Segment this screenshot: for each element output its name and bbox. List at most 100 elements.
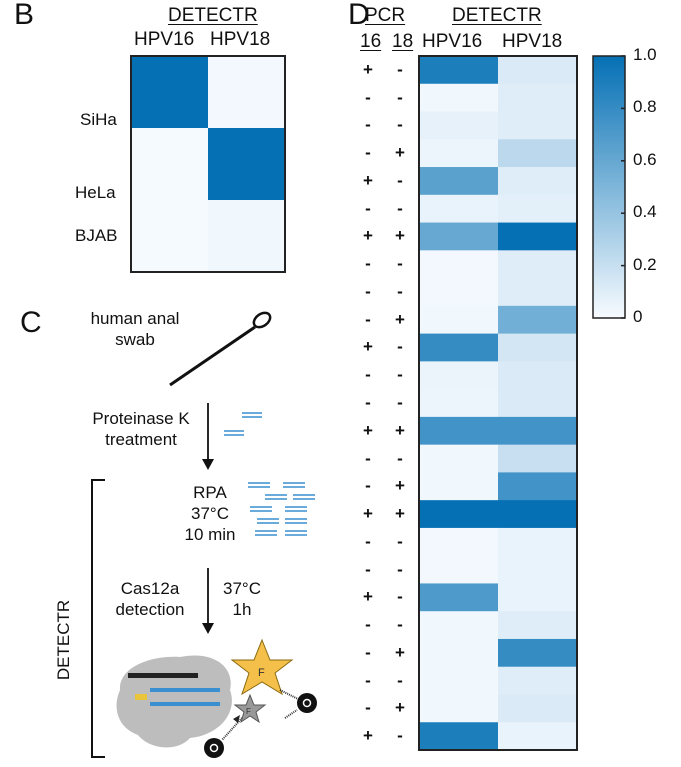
crrna-icon xyxy=(128,673,198,678)
colorbar xyxy=(592,55,626,319)
heatmap-d-cell xyxy=(498,56,578,85)
heatmap-d-cell xyxy=(498,444,578,473)
pcr-sign-18: - xyxy=(397,393,403,412)
heatmap-d-cell xyxy=(498,361,578,390)
heatmap-d-cell xyxy=(498,167,578,196)
row-label-hela: HeLa xyxy=(75,183,116,202)
pcr-sign-16: - xyxy=(365,698,371,718)
heatmap-d-cell xyxy=(498,722,578,751)
pcr-sign-18: - xyxy=(397,337,403,357)
fluorophore-label: F xyxy=(258,667,265,679)
heatmap-d-cell xyxy=(498,250,578,279)
pcr-sign-18: - xyxy=(397,115,403,135)
reporter-strand-icon xyxy=(221,717,243,741)
target-dna-icon xyxy=(150,702,220,706)
heatmap-d-cell xyxy=(419,694,499,723)
pcr-sign-18: + xyxy=(395,420,405,440)
pcr-sign-18: - xyxy=(397,365,403,385)
heatmap-d-frame xyxy=(418,55,578,751)
pcr-sign-16: - xyxy=(365,281,371,301)
pcr-sign-16: - xyxy=(365,309,371,329)
reporter-strand-icon xyxy=(284,709,298,719)
pcr-sign-16: - xyxy=(365,615,371,635)
heatmap-d-cell xyxy=(419,167,499,196)
heatmap-d-cell xyxy=(419,416,499,446)
cas12a-conditions: 37°C 1h xyxy=(223,579,261,619)
heatmap-d-cell xyxy=(419,139,499,168)
pcr-sign-16: - xyxy=(365,254,371,274)
pcr-sign-16: - xyxy=(365,670,371,690)
heatmap-d-cell xyxy=(498,194,578,224)
pcr-sign-18: + xyxy=(395,698,405,718)
fluorophore-star-icon xyxy=(230,638,294,696)
heatmap-b-cell-bjab-hpv16 xyxy=(131,200,208,272)
pcr-sign-18: - xyxy=(397,531,403,551)
panel-d-col-hpv16: HPV16 xyxy=(422,31,483,52)
heatmap-d-cell xyxy=(498,333,578,362)
pcr-sign-18: - xyxy=(397,670,403,690)
panel-label-b: B xyxy=(14,0,35,31)
heatmap-d-cell xyxy=(419,333,499,362)
detectr-bracket xyxy=(91,479,105,758)
fluorophore-label: F xyxy=(246,707,251,716)
pcr-sign-18: + xyxy=(395,504,405,524)
heatmap-d-cell xyxy=(419,555,499,584)
pcr-sign-16: + xyxy=(363,59,373,79)
pcr-sign-16: - xyxy=(365,559,371,579)
panel-label-c: C xyxy=(20,306,42,339)
pcr-sign-16: - xyxy=(365,476,371,496)
pcr-sign-18: + xyxy=(395,642,405,662)
heatmap-d-cell xyxy=(498,527,578,557)
colorbar-tick-label: 0 xyxy=(633,307,643,326)
quencher-icon-center xyxy=(209,743,219,753)
pcr-sign-18: - xyxy=(397,198,403,218)
heatmap-d-cell xyxy=(419,278,499,307)
pcr-sign-18: - xyxy=(397,559,403,579)
quencher-icon xyxy=(204,738,224,758)
pcr-sign-18: - xyxy=(397,726,403,746)
pcr-sign-18: - xyxy=(397,59,403,79)
pcr-sign-18: - xyxy=(397,254,403,274)
heatmap-d-cell xyxy=(419,250,499,279)
heatmap-d-cell xyxy=(498,111,578,140)
heatmap-b-frame xyxy=(130,55,286,273)
arrow-proteinase-head xyxy=(202,459,214,470)
pcr-sign-18: - xyxy=(397,615,403,635)
heatmap-d-cell xyxy=(419,305,499,335)
pcr-sign-16: - xyxy=(365,531,371,551)
pcr-sign-18: + xyxy=(395,143,405,163)
quencher-icon-center xyxy=(302,698,312,708)
heatmap-d-cell xyxy=(498,500,578,529)
pcr-sign-18: + xyxy=(395,309,405,329)
quencher-icon xyxy=(297,693,317,713)
pcr-sign-16: - xyxy=(365,642,371,662)
heatmap-d-cell xyxy=(419,583,499,612)
heatmap-d-cell xyxy=(419,56,499,85)
heatmap-d-cell xyxy=(419,527,499,557)
pcr-sign-18: - xyxy=(397,87,403,107)
heatmap-d-cell xyxy=(498,666,578,695)
heatmap-b-cell-siha-hpv16 xyxy=(131,56,208,128)
pcr-col-18: 18 xyxy=(392,31,414,52)
heatmap-d-cell xyxy=(498,305,578,335)
heatmap-d-cell xyxy=(498,583,578,612)
pam-icon xyxy=(135,694,147,700)
heatmap-b-cell-siha-hpv18 xyxy=(208,56,285,128)
heatmap-d-cell xyxy=(419,361,499,390)
heatmap-d-cell xyxy=(419,444,499,473)
pcr-sign-18: + xyxy=(395,226,405,246)
panel-b-col-hpv18: HPV18 xyxy=(210,29,271,50)
heatmap-d-cell xyxy=(419,611,499,640)
heatmap-d-cell xyxy=(419,222,499,251)
heatmap-d-cell xyxy=(419,500,499,529)
colorbar-tick-label: 1.0 xyxy=(633,45,657,64)
reporter-strand-icon xyxy=(279,689,301,701)
pcr-sign-16: - xyxy=(365,393,371,412)
heatmap-d-cell xyxy=(419,194,499,224)
pcr-sign-16: + xyxy=(363,504,373,524)
cas12a-protein-icon xyxy=(116,655,232,748)
heatmap-d-cell xyxy=(419,722,499,751)
heatmap-d-cell xyxy=(498,611,578,640)
